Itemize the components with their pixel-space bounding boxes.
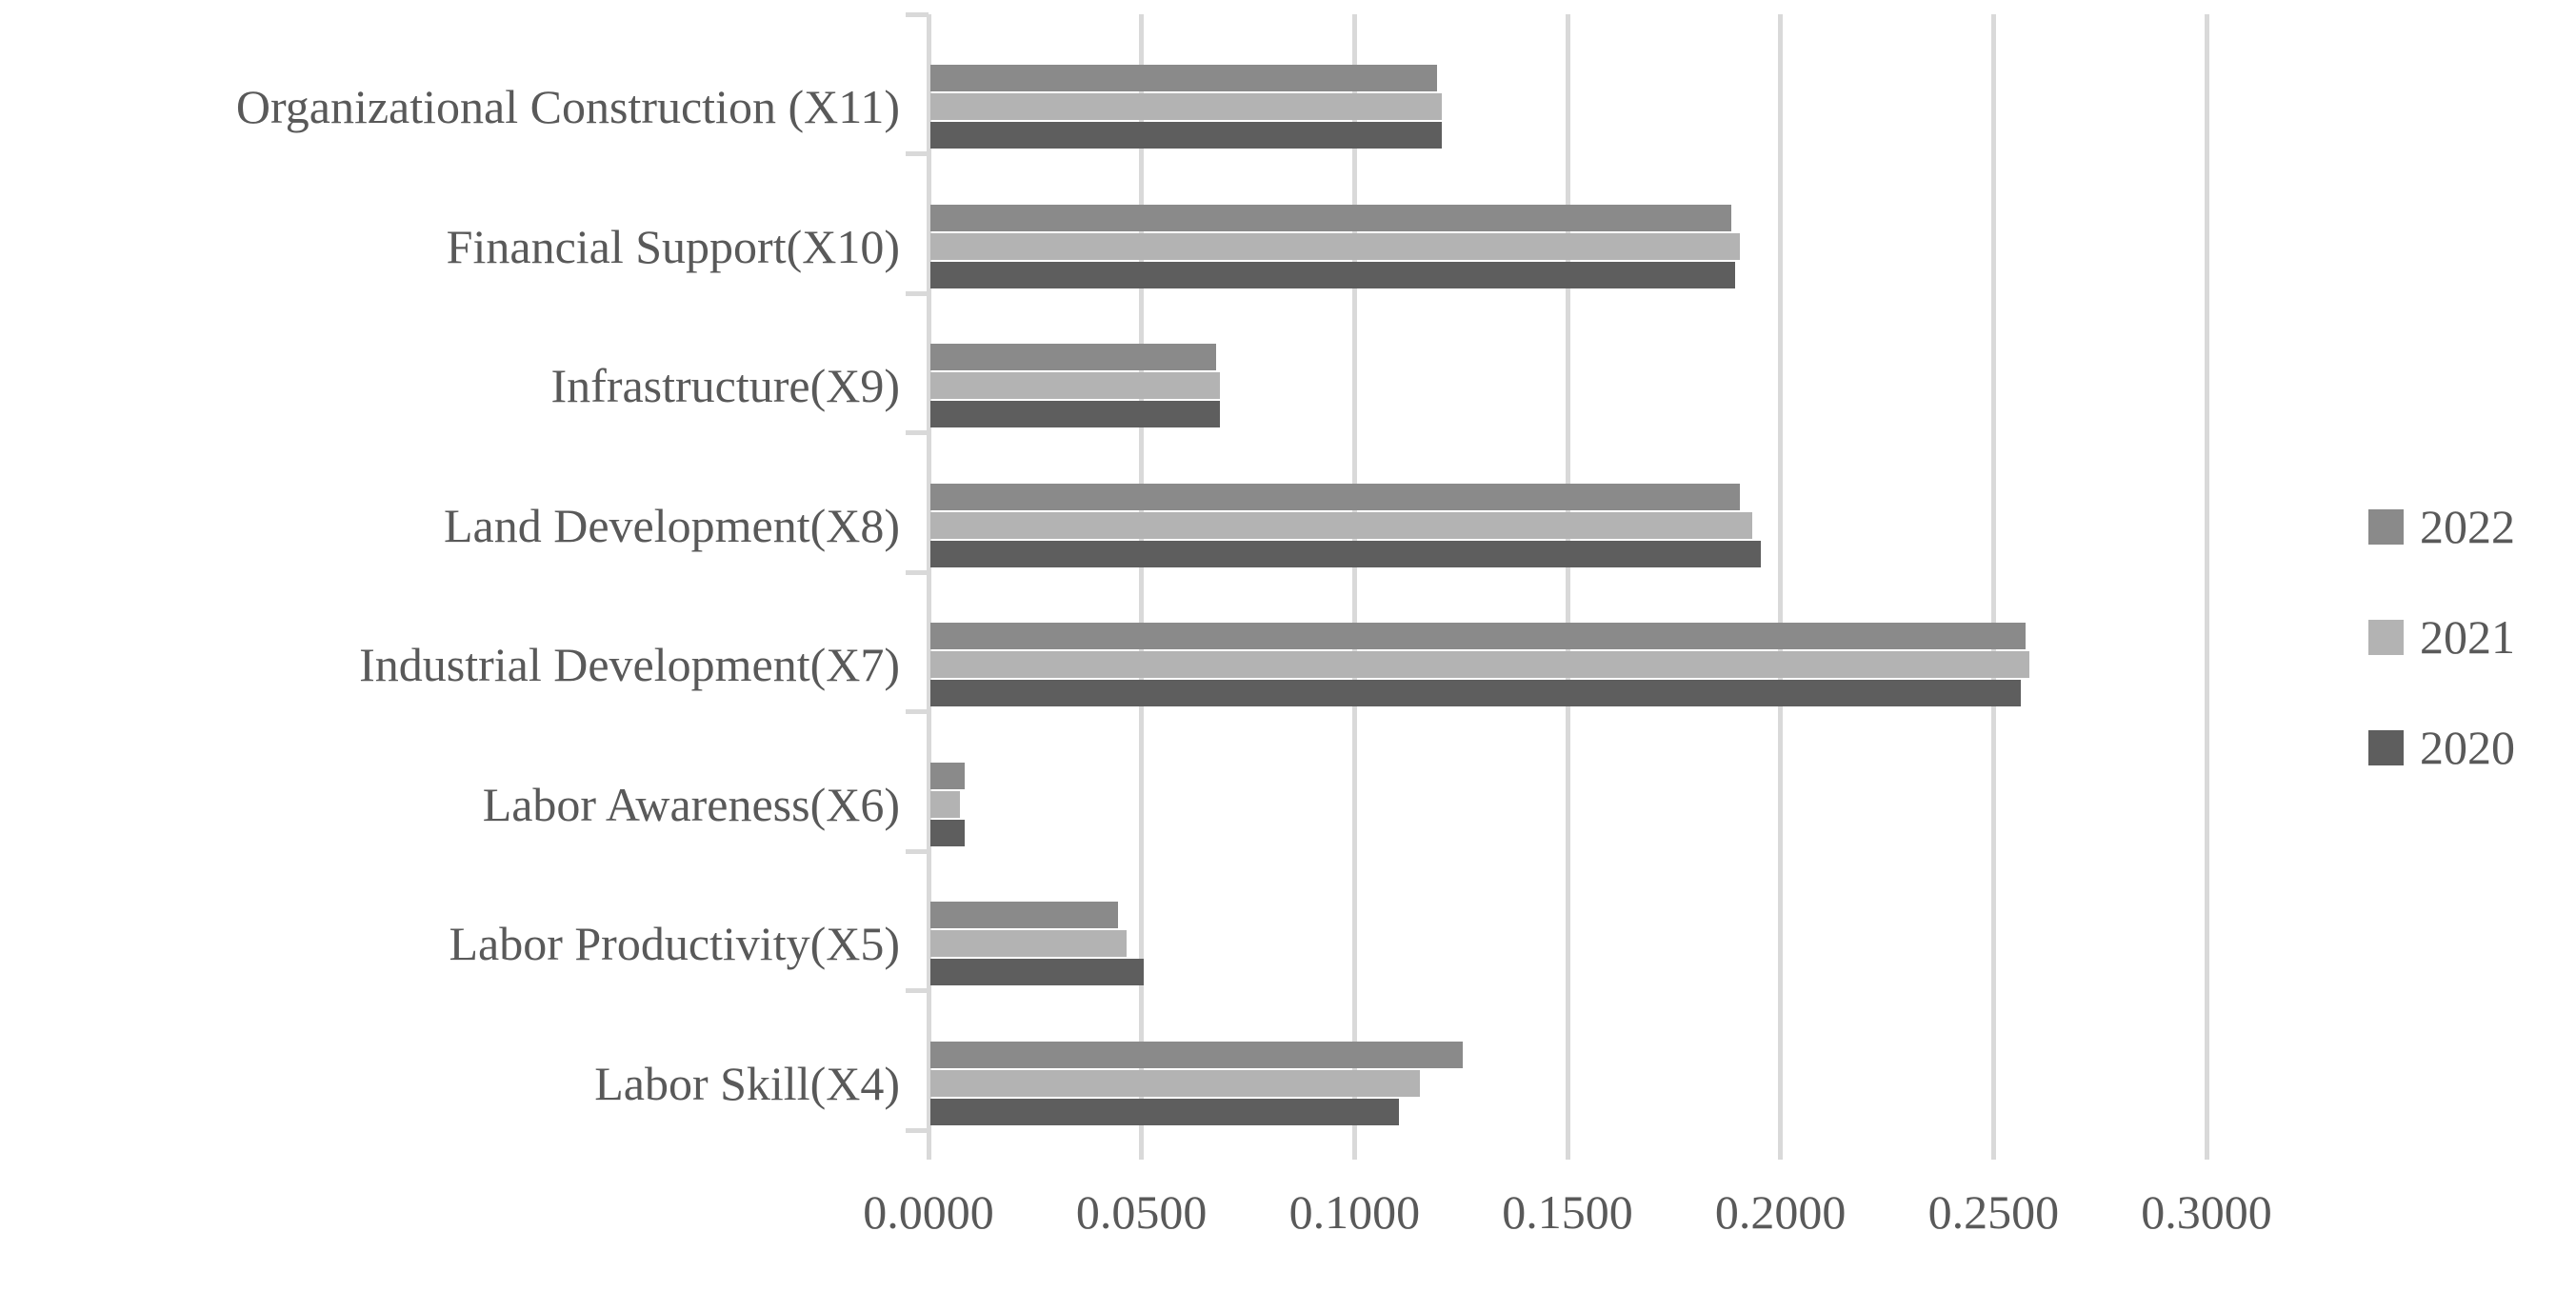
category-axis-tick bbox=[906, 1127, 929, 1133]
bar-2020 bbox=[930, 261, 1735, 288]
category-label: Land Development(X8) bbox=[443, 498, 900, 552]
bar-2020 bbox=[930, 1098, 1399, 1125]
gridline bbox=[1351, 14, 1357, 1160]
bar-2022 bbox=[930, 65, 1437, 91]
gridline bbox=[1565, 14, 1570, 1160]
bar-2022 bbox=[930, 483, 1740, 510]
bar-2021 bbox=[930, 511, 1752, 539]
x-tick-label: 0.3000 bbox=[2141, 1185, 2272, 1239]
bar-2022 bbox=[930, 762, 965, 789]
bar-2021 bbox=[930, 232, 1740, 260]
bar-2022 bbox=[930, 1041, 1463, 1068]
category-axis-tick bbox=[906, 151, 929, 156]
category-label: Labor Productivity(X5) bbox=[449, 917, 900, 970]
bar-2020 bbox=[930, 540, 1761, 567]
legend-swatch-2022 bbox=[2368, 508, 2404, 545]
bar-2022 bbox=[930, 623, 2026, 649]
bar-2020 bbox=[930, 959, 1144, 985]
category-label: Labor Skill(X4) bbox=[594, 1056, 900, 1110]
bar-2020 bbox=[930, 680, 2021, 706]
category-label: Industrial Development(X7) bbox=[359, 638, 900, 691]
category-label: Organizational Construction (X11) bbox=[235, 80, 900, 133]
legend-item-2020: 2020 bbox=[2368, 718, 2515, 777]
legend-item-2022: 2022 bbox=[2368, 497, 2515, 556]
legend-label: 2020 bbox=[2420, 721, 2515, 774]
bar-2020 bbox=[930, 122, 1442, 149]
category-label: Labor Awareness(X6) bbox=[482, 777, 900, 831]
category-axis-tick bbox=[906, 11, 929, 17]
legend-item-2021: 2021 bbox=[2368, 607, 2515, 666]
bar-2022 bbox=[930, 204, 1731, 231]
legend-swatch-2020 bbox=[2368, 729, 2404, 765]
x-tick-label: 0.2500 bbox=[1927, 1185, 2060, 1239]
gridline bbox=[1990, 14, 1996, 1160]
gridline bbox=[1139, 14, 1145, 1160]
bar-2021 bbox=[930, 790, 960, 818]
category-label: Infrastructure(X9) bbox=[550, 359, 900, 412]
bar-2021 bbox=[930, 372, 1220, 399]
gridline bbox=[2204, 14, 2209, 1160]
category-axis-tick bbox=[906, 290, 929, 296]
bar-2022 bbox=[930, 344, 1216, 370]
category-axis-tick bbox=[906, 709, 929, 714]
bar-2021 bbox=[930, 1069, 1420, 1097]
bar-2021 bbox=[930, 651, 2029, 678]
legend-label: 2022 bbox=[2420, 500, 2515, 553]
legend-label: 2021 bbox=[2420, 610, 2515, 664]
category-axis-tick bbox=[906, 988, 929, 993]
legend-swatch-2021 bbox=[2368, 619, 2404, 655]
bar-2020 bbox=[930, 819, 965, 846]
category-axis-line bbox=[926, 14, 931, 1160]
bar-2021 bbox=[930, 93, 1442, 120]
x-tick-label: 0.1000 bbox=[1288, 1185, 1421, 1239]
category-axis-tick bbox=[906, 430, 929, 435]
x-tick-label: 0.2000 bbox=[1714, 1185, 1847, 1239]
bar-2022 bbox=[930, 902, 1118, 928]
bar-2021 bbox=[930, 930, 1127, 957]
category-axis-tick bbox=[906, 569, 929, 575]
bar-2020 bbox=[930, 401, 1220, 427]
legend: 2022 2021 2020 bbox=[2368, 497, 2515, 828]
x-tick-label: 0.1500 bbox=[1502, 1185, 1633, 1239]
category-axis-tick bbox=[906, 848, 929, 854]
x-tick-label: 0.0500 bbox=[1075, 1185, 1208, 1239]
gridline bbox=[1778, 14, 1784, 1160]
category-label: Financial Support(X10) bbox=[446, 219, 900, 273]
x-tick-label: 0.0000 bbox=[863, 1185, 994, 1239]
